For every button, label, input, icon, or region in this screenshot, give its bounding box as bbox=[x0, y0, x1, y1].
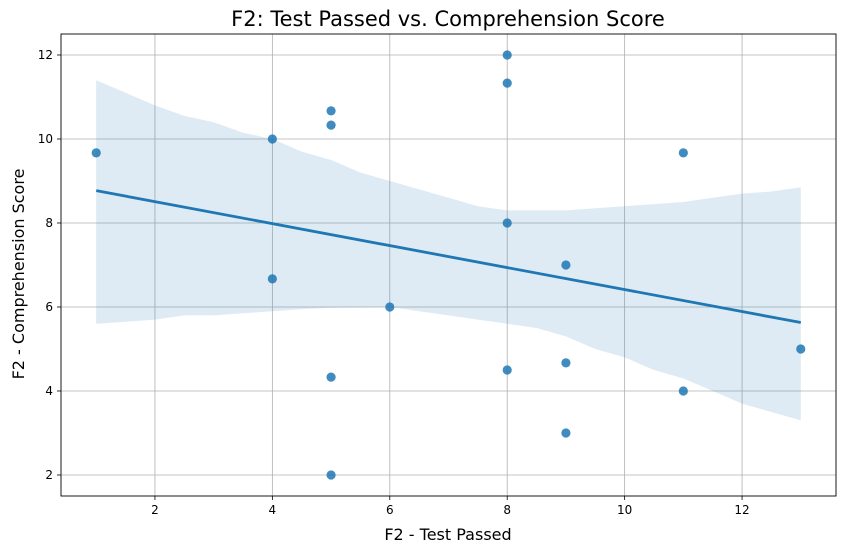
data-point bbox=[678, 386, 688, 396]
data-point bbox=[326, 372, 336, 382]
x-tick-label: 2 bbox=[151, 503, 159, 517]
x-tick-label: 10 bbox=[617, 503, 632, 517]
grid-lines bbox=[61, 34, 836, 496]
data-point bbox=[502, 218, 512, 228]
plot-area-border bbox=[60, 33, 837, 497]
data-point bbox=[678, 148, 688, 158]
data-point bbox=[796, 344, 806, 354]
regression-line bbox=[95, 189, 802, 324]
x-tick-label: 6 bbox=[386, 503, 394, 517]
x-tick-label: 4 bbox=[269, 503, 277, 517]
confidence-band-layer bbox=[96, 80, 801, 421]
data-point bbox=[326, 120, 336, 130]
chart-title: F2: Test Passed vs. Comprehension Score bbox=[231, 7, 665, 31]
y-axis-title: F2 - Comprehension Score bbox=[9, 169, 28, 380]
data-point bbox=[561, 358, 571, 368]
data-point bbox=[502, 365, 512, 375]
y-tick-label: 4 bbox=[45, 384, 53, 398]
data-points bbox=[91, 50, 806, 480]
data-point bbox=[267, 134, 277, 144]
plot-frame bbox=[60, 33, 837, 497]
x-tick-label: 8 bbox=[503, 503, 511, 517]
data-point bbox=[326, 470, 336, 480]
y-axis-ticks: 2 4 6 8 10 12 bbox=[38, 48, 61, 482]
y-tick-label: 10 bbox=[38, 132, 53, 146]
data-point bbox=[385, 302, 395, 312]
data-point bbox=[561, 428, 571, 438]
x-axis-title: F2 - Test Passed bbox=[384, 525, 511, 544]
regression-line-layer bbox=[95, 189, 802, 324]
y-tick-label: 8 bbox=[45, 216, 53, 230]
y-tick-label: 2 bbox=[45, 468, 53, 482]
data-point bbox=[502, 50, 512, 60]
x-axis-ticks: 2 4 6 8 10 12 bbox=[151, 496, 750, 517]
data-point bbox=[91, 148, 101, 158]
confidence-band bbox=[96, 80, 801, 421]
data-point bbox=[502, 78, 512, 88]
y-tick-label: 12 bbox=[38, 48, 53, 62]
x-tick-label: 12 bbox=[734, 503, 749, 517]
data-point bbox=[267, 274, 277, 284]
data-point bbox=[326, 106, 336, 116]
y-tick-label: 6 bbox=[45, 300, 53, 314]
data-point bbox=[561, 260, 571, 270]
